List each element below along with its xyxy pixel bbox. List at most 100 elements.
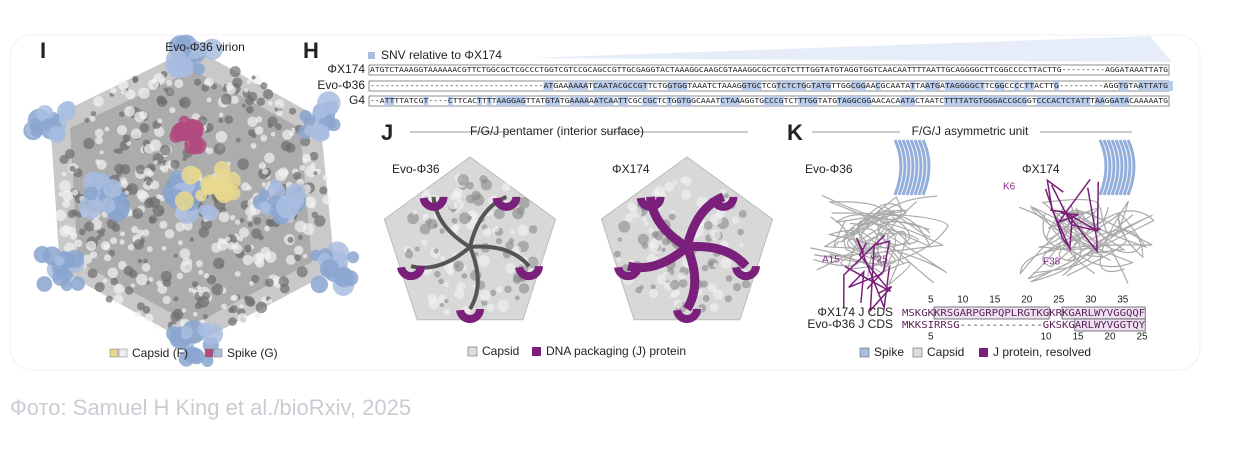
texture <box>253 216 262 225</box>
texture <box>486 303 495 312</box>
texture <box>247 116 258 127</box>
texture <box>654 251 659 256</box>
capsid-ribbon <box>1019 206 1155 283</box>
snv-highlight <box>642 96 658 106</box>
texture <box>701 264 709 272</box>
texture <box>93 96 104 107</box>
texture <box>235 219 241 225</box>
texture <box>278 167 289 178</box>
j-protein <box>514 252 543 281</box>
snv-highlight <box>925 81 940 91</box>
arm <box>686 242 750 270</box>
texture <box>154 126 165 137</box>
texture <box>130 283 136 289</box>
texture <box>89 115 96 122</box>
texture <box>495 286 503 294</box>
texture <box>267 298 273 304</box>
texture <box>274 99 285 109</box>
capsid-f <box>174 191 194 211</box>
texture <box>119 239 125 245</box>
snv-highlight <box>821 81 826 91</box>
spike <box>201 38 224 60</box>
texture <box>305 165 317 178</box>
legend-swatch <box>213 348 223 358</box>
snv-highlight <box>666 96 672 106</box>
texture <box>181 308 187 313</box>
j-ribbon <box>1056 178 1091 224</box>
sequence: ATGTCTAAAGGTAAAAAACGTTCTGGCGCTCGCCCTGGTC… <box>370 66 1168 74</box>
spike-ribbon <box>901 139 911 196</box>
spike <box>36 276 53 292</box>
texture <box>69 232 78 240</box>
texture <box>731 216 739 224</box>
texture <box>125 89 136 100</box>
spike-ribbon <box>1110 139 1120 196</box>
texture <box>678 278 688 288</box>
j-ribbon <box>866 240 891 290</box>
texture <box>166 80 173 87</box>
texture <box>162 295 171 305</box>
texture <box>267 101 273 106</box>
legend-swatch <box>467 346 478 357</box>
spike <box>78 195 102 219</box>
texture <box>118 111 125 117</box>
texture <box>144 143 155 155</box>
texture <box>82 254 93 264</box>
texture <box>206 147 214 155</box>
texture <box>120 231 125 237</box>
texture <box>137 258 143 264</box>
position-tick: 10 <box>957 295 969 306</box>
texture <box>294 220 307 233</box>
texture <box>113 148 119 154</box>
arm <box>410 245 472 270</box>
snv-highlight <box>681 96 692 106</box>
texture <box>228 317 237 326</box>
texture <box>234 270 241 277</box>
snv-highlight <box>486 96 492 106</box>
sequence-box <box>368 64 1170 76</box>
texture <box>135 311 141 317</box>
texture <box>118 261 127 270</box>
position-tick: 15 <box>1072 332 1084 343</box>
snv-highlight <box>447 96 453 106</box>
texture <box>421 239 428 246</box>
texture <box>156 194 162 200</box>
texture <box>681 189 692 200</box>
texture <box>270 131 276 137</box>
texture <box>639 285 644 290</box>
texture <box>319 186 328 195</box>
texture <box>480 179 492 191</box>
texture <box>291 127 296 133</box>
snv-highlight <box>568 81 574 91</box>
position-tick: 5 <box>928 295 934 306</box>
view-label: Evo-Φ36 <box>805 162 853 176</box>
spike <box>178 351 195 367</box>
spike <box>317 128 330 141</box>
texture <box>250 142 257 149</box>
residue-label: K6 <box>1003 182 1016 193</box>
spike-ribbon <box>921 139 931 196</box>
texture <box>725 275 733 282</box>
texture <box>122 134 131 143</box>
texture <box>191 281 199 288</box>
spike <box>180 326 193 340</box>
snv-highlight <box>725 96 731 106</box>
spike <box>201 204 219 222</box>
texture <box>144 313 154 323</box>
cds-label: Evo-Φ36 J CDS <box>807 317 893 331</box>
texture <box>649 238 661 250</box>
texture <box>182 156 187 162</box>
texture <box>739 242 744 247</box>
spike <box>70 276 86 291</box>
spike <box>192 62 205 76</box>
snv-highlight <box>812 96 818 106</box>
snv-highlight <box>477 96 482 106</box>
texture <box>720 257 732 269</box>
residue-label: Y25 <box>870 255 888 266</box>
legend-swatch <box>109 348 119 358</box>
legend-swatch <box>979 348 988 357</box>
residue-label: A15 <box>822 255 840 266</box>
snv-highlight <box>1054 81 1059 91</box>
texture <box>142 229 150 237</box>
texture <box>673 299 683 309</box>
